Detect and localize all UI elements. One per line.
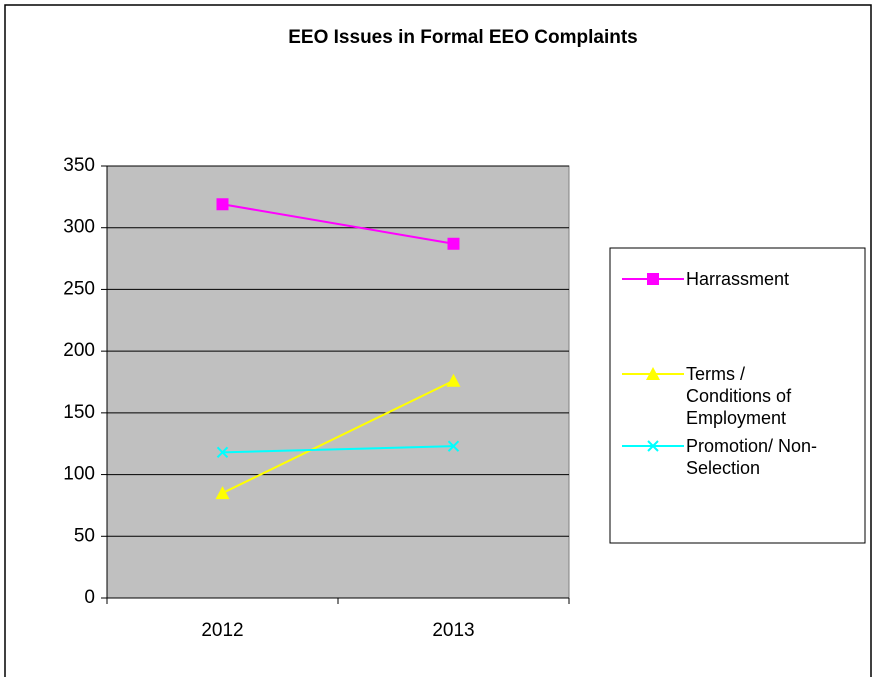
chart-title: EEO Issues in Formal EEO Complaints <box>288 27 637 48</box>
series-line <box>222 379 454 494</box>
x-tick-label: 2012 <box>201 620 243 641</box>
chart-border <box>4 4 872 677</box>
y-tick-label: 150 <box>63 402 95 423</box>
legend-label: Harrassment <box>686 269 790 289</box>
y-tick-label: 0 <box>84 587 95 608</box>
x-tick-label: 2013 <box>432 620 474 641</box>
plot-area <box>106 165 570 599</box>
marker <box>647 440 659 452</box>
legend-box <box>609 247 866 544</box>
y-tick-label: 300 <box>63 217 95 238</box>
y-tick-label: 100 <box>63 464 95 485</box>
marker <box>216 198 229 211</box>
marker <box>447 440 460 452</box>
marker <box>647 273 659 285</box>
marker <box>446 373 461 387</box>
y-tick-label: 50 <box>74 525 95 546</box>
y-tick-label: 350 <box>63 155 95 176</box>
series-line <box>222 203 454 245</box>
marker <box>646 367 660 380</box>
legend-label: Terms / Conditions of Employment <box>686 364 792 428</box>
legend-label: Promotion/ Non-Selection <box>686 436 818 478</box>
y-tick-label: 250 <box>63 278 95 299</box>
marker <box>215 486 230 500</box>
marker <box>447 237 460 250</box>
series-line <box>222 445 454 454</box>
marker <box>216 446 229 459</box>
y-tick-label: 200 <box>63 340 95 361</box>
